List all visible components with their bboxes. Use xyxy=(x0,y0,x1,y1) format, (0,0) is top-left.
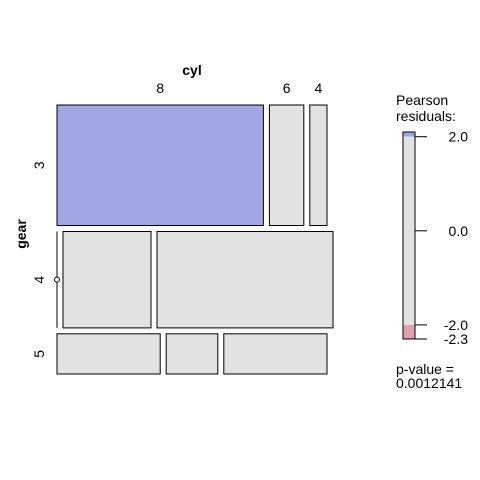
legend-band-0 xyxy=(403,132,415,137)
tile-gear-3-cyl-4 xyxy=(309,104,328,226)
x-axis-variable-label: cyl xyxy=(182,62,201,78)
tile-gear-3-cyl-8 xyxy=(56,104,264,226)
tile-gear-4-cyl-4 xyxy=(156,231,334,329)
legend-tick-label-0: 2.0 xyxy=(449,129,469,145)
legend-title-line-1: Pearson xyxy=(396,92,448,108)
legend-tick-label-3: -2.3 xyxy=(444,331,468,347)
tile-gear-5-cyl-6 xyxy=(165,333,219,375)
tile-gear-5-cyl-8 xyxy=(56,333,161,375)
legend-pvalue-label: p-value = xyxy=(396,361,454,377)
row-label-gear-3: 3 xyxy=(31,161,47,169)
legend-title-line-2: residuals: xyxy=(396,108,456,124)
tile-gear-5-cyl-4 xyxy=(223,333,328,375)
legend-pvalue-value: 0.0012141 xyxy=(396,375,462,391)
legend-tick-label-1: 0.0 xyxy=(449,223,469,239)
column-label-cyl-4: 4 xyxy=(315,80,323,96)
tile-gear-3-cyl-6 xyxy=(268,104,305,226)
row-label-gear-5: 5 xyxy=(31,350,47,358)
row-label-gear-4: 4 xyxy=(31,276,47,284)
legend-band-2 xyxy=(403,324,415,339)
y-axis-variable-label: gear xyxy=(13,219,29,249)
tile-gear-4-cyl-6 xyxy=(62,231,152,329)
column-label-cyl-6: 6 xyxy=(283,80,291,96)
column-label-cyl-8: 8 xyxy=(156,80,164,96)
legend-band-1 xyxy=(403,136,415,325)
empty-cell-marker-gear-4-cyl-8 xyxy=(54,276,60,283)
legend-color-bar-border xyxy=(402,131,416,340)
legend-tick-label-2: -2.0 xyxy=(444,317,468,333)
